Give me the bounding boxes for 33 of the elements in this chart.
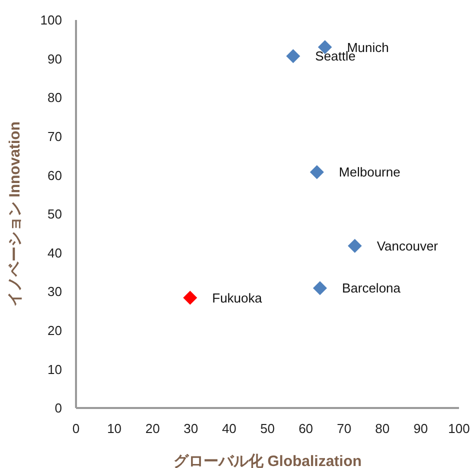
point — [312, 281, 327, 296]
point — [348, 238, 362, 253]
y-tick-label: 50 — [48, 206, 62, 222]
x-tick-label: 70 — [336, 421, 352, 436]
x-axis-title: グローバル化 Globalization — [173, 453, 362, 468]
annotation: Fukuoka — [212, 290, 263, 306]
x-tick-label: 10 — [107, 421, 122, 436]
y-tick-label: 40 — [48, 245, 62, 260]
point — [183, 290, 198, 305]
x-tick-label: 60 — [298, 421, 314, 436]
annotation: Melbourne — [338, 164, 400, 180]
annotation: Vancouver — [376, 238, 439, 254]
y-tick-label: 0 — [54, 400, 62, 416]
annotation: Barcelona — [342, 280, 402, 296]
x-tick-label: 20 — [145, 421, 160, 436]
point — [286, 49, 300, 64]
y-tick-label: 20 — [48, 323, 62, 338]
y-tick-label: 60 — [48, 168, 62, 183]
x-tick-label: 40 — [222, 421, 236, 436]
x-tick-label: 50 — [260, 421, 275, 436]
point — [310, 165, 324, 180]
x-tick-label: 90 — [413, 421, 428, 436]
y-tick-label: 10 — [48, 362, 62, 377]
x-tick-label: 30 — [184, 421, 198, 436]
x-tick-label: 0 — [72, 421, 80, 436]
x-tick-label: 100 — [448, 421, 470, 436]
y-tick-label: 30 — [48, 284, 62, 300]
y-tick-label: 70 — [48, 129, 62, 144]
y-tick-label: 90 — [48, 51, 62, 66]
y-axis-title: イノベーション Innovation — [6, 122, 24, 306]
y-tick-label: 80 — [48, 90, 62, 106]
x-tick-label: 80 — [375, 421, 390, 436]
y-tick-label: 100 — [40, 12, 62, 28]
